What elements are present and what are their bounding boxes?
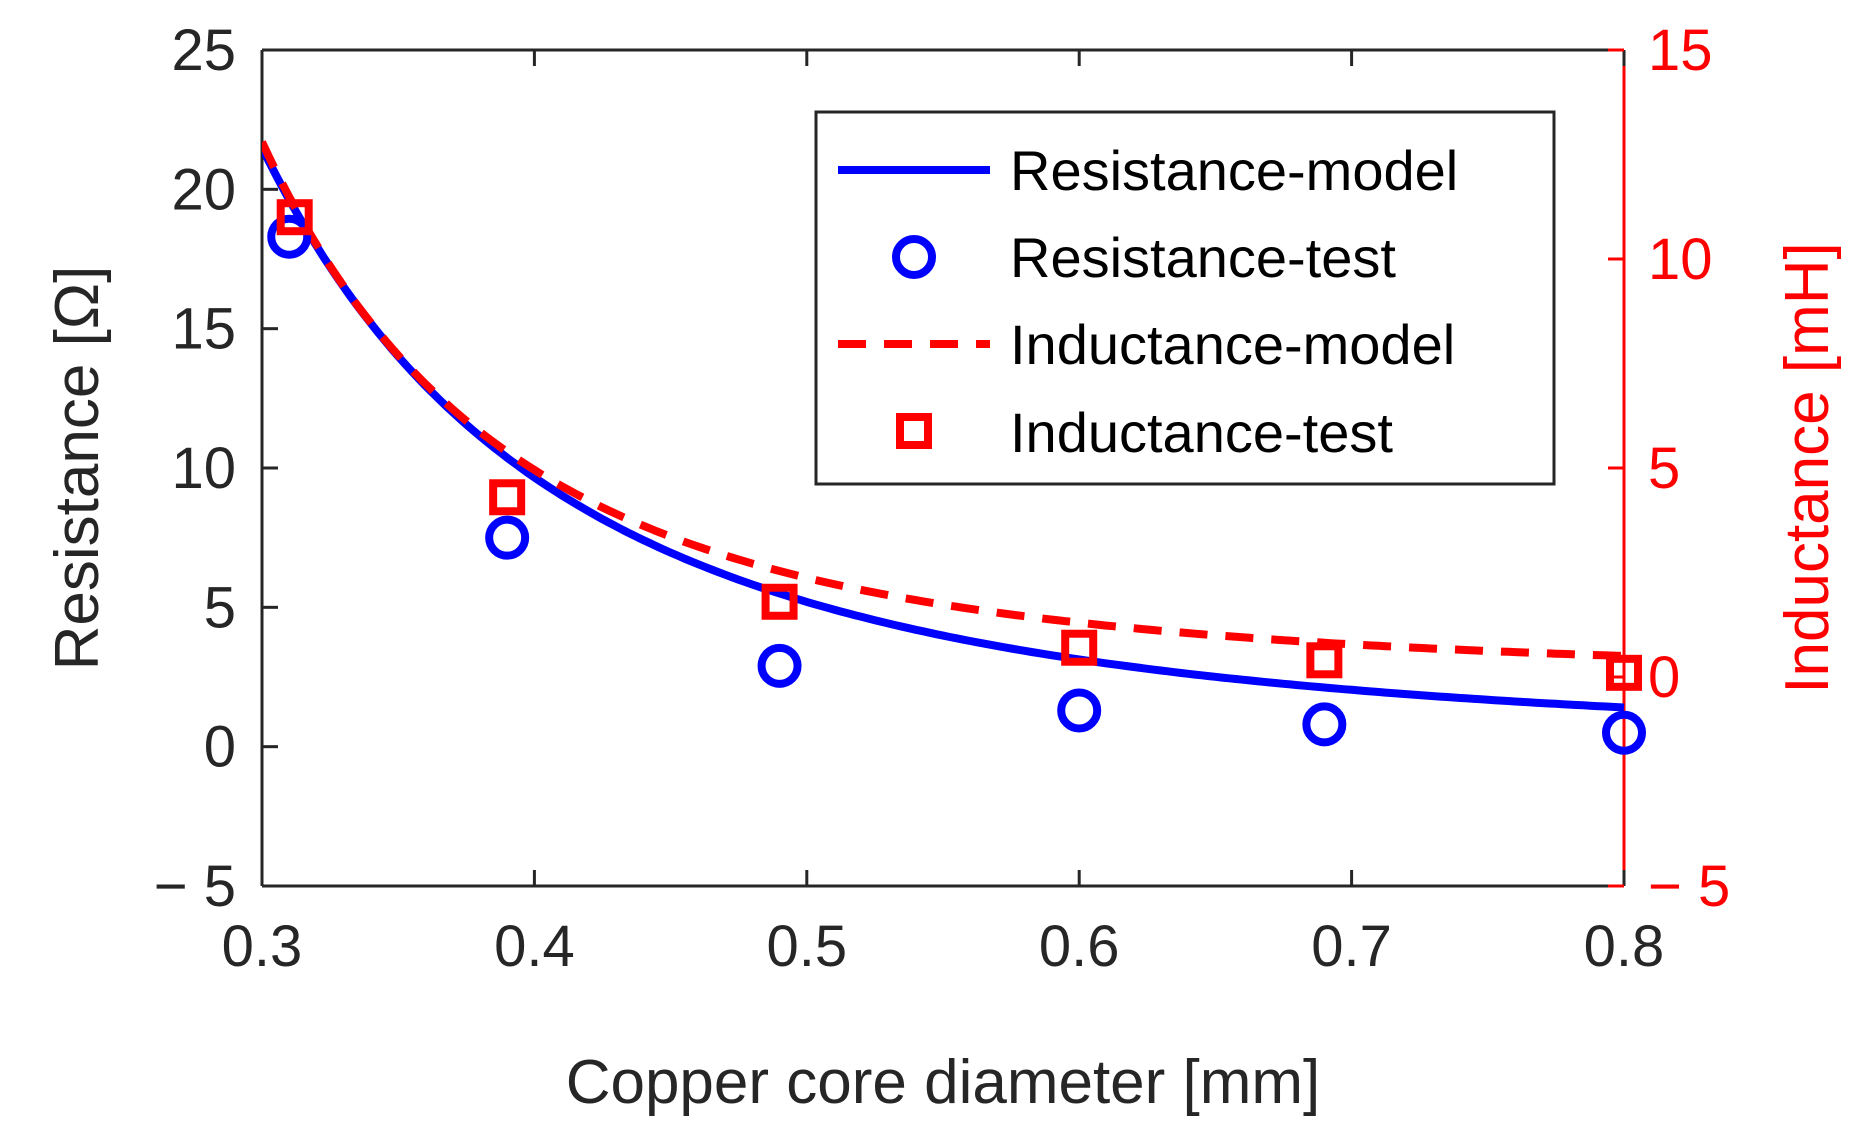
right-y-axis-title: Inductance [mH] — [1773, 242, 1842, 693]
left-y-tick-label: 10 — [171, 436, 236, 501]
right-y-tick-label: 5 — [1648, 436, 1680, 501]
resistance-test-point — [485, 515, 530, 560]
left-y-tick-label: 5 — [204, 575, 236, 640]
x-tick-label: 0.4 — [494, 914, 575, 979]
legend-label-inductance-model: Inductance-model — [1010, 313, 1455, 376]
marker-layer — [267, 199, 1646, 755]
inductance-test-point — [1606, 654, 1642, 691]
resistance-test-point — [1057, 688, 1102, 733]
inductance-test-point — [1061, 629, 1098, 666]
legend-swatch-resistance-test — [892, 235, 936, 279]
x-tick-label: 0.7 — [1311, 914, 1392, 979]
series-layer — [262, 140, 1625, 712]
left-y-axis-ticks: − 5 0 5 10 15 20 25 — [154, 18, 278, 919]
x-axis-ticks: 0.3 0.4 0.5 0.6 0.7 0.8 — [222, 50, 1665, 979]
right-y-tick-label: 10 — [1648, 227, 1713, 292]
resistance-test-point — [757, 643, 802, 688]
left-y-axis-title: Resistance [Ω] — [43, 266, 112, 671]
x-tick-label: 0.5 — [766, 914, 847, 979]
x-axis-title: Copper core diameter [mm] — [566, 1048, 1321, 1117]
left-y-tick-label: 0 — [204, 715, 236, 780]
left-y-tick-label: 15 — [171, 297, 236, 362]
right-y-tick-label: 0 — [1648, 645, 1680, 710]
inductance-test-point — [489, 479, 526, 516]
resistance-test-point — [1302, 702, 1347, 747]
right-y-tick-label: 15 — [1648, 18, 1713, 83]
legend-label-inductance-test: Inductance-test — [1010, 401, 1393, 464]
resistance-test-point — [1602, 710, 1646, 755]
x-tick-label: 0.8 — [1584, 914, 1665, 979]
x-tick-label: 0.6 — [1039, 914, 1120, 979]
inductance-test-point — [761, 583, 798, 620]
inductance-test-point — [1306, 642, 1343, 679]
legend-swatch-inductance-test — [896, 413, 932, 449]
left-y-tick-label: − 5 — [154, 854, 236, 919]
resistance-test-point — [267, 214, 312, 259]
right-y-axis-ticks: − 5 0 5 10 15 — [1608, 18, 1730, 919]
left-y-tick-label: 20 — [171, 157, 236, 222]
left-y-tick-label: 25 — [171, 18, 236, 83]
series-line-inductance-model — [262, 140, 1625, 660]
legend: Resistance-model Resistance-test Inducta… — [814, 110, 1556, 486]
x-tick-label: 0.3 — [222, 914, 303, 979]
right-y-tick-label: − 5 — [1648, 854, 1730, 919]
legend-label-resistance-model: Resistance-model — [1010, 139, 1458, 202]
legend-label-resistance-test: Resistance-test — [1010, 226, 1396, 289]
inductance-test-point — [276, 199, 313, 236]
